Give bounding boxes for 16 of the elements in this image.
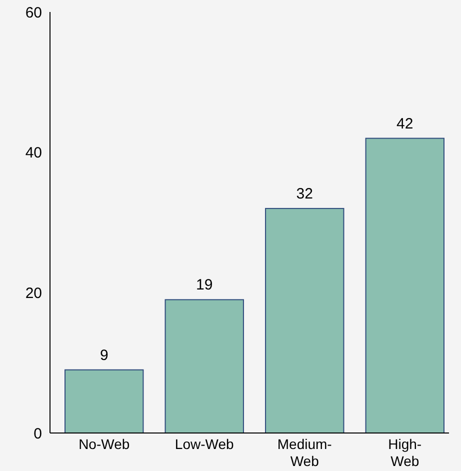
data-label: 42 [396,115,414,132]
x-tick-label: Medium-Web [277,436,332,469]
bar [365,138,444,434]
bar [265,208,344,434]
y-tick-label: 20 [25,284,42,302]
y-tick-label: 60 [25,4,42,22]
x-tick-label: No-Web [78,436,130,452]
data-label: 9 [100,346,108,364]
y-tick-label: 40 [25,144,42,162]
x-tick-label: Low-Web [174,436,234,452]
y-tick-label: 0 [34,425,42,442]
x-tick-label: High-Web [388,436,422,469]
data-label: 19 [196,276,213,294]
data-label: 32 [296,185,313,202]
bar [164,299,244,434]
bar [64,369,144,434]
